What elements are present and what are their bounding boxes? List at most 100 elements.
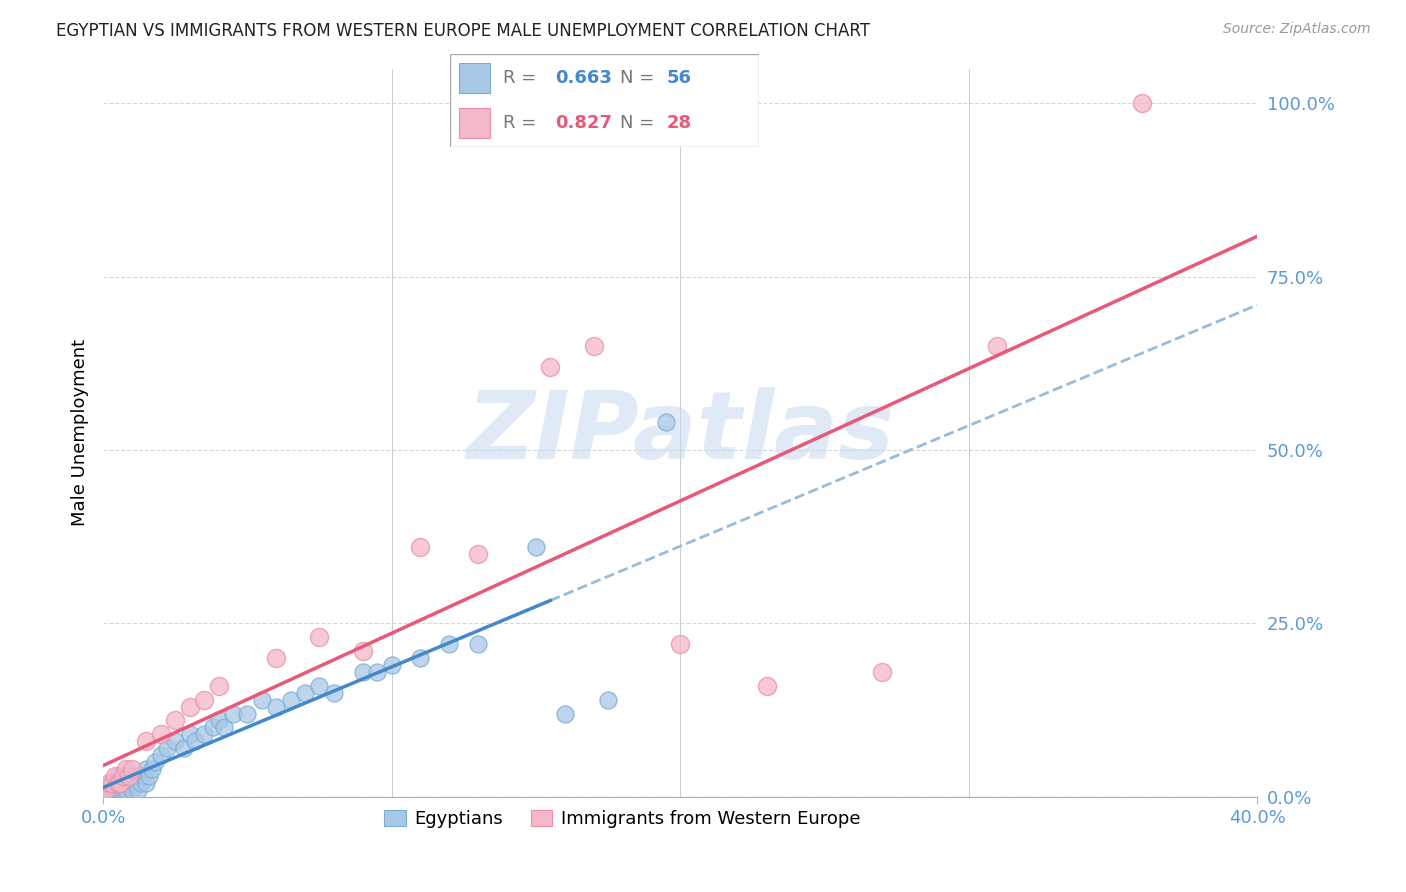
Point <box>179 727 201 741</box>
Point <box>173 741 195 756</box>
Point <box>352 644 374 658</box>
Point <box>115 762 138 776</box>
Point <box>409 540 432 554</box>
Point <box>107 782 129 797</box>
Text: R =: R = <box>502 69 541 87</box>
Text: N =: N = <box>620 69 659 87</box>
Text: 28: 28 <box>666 114 692 132</box>
Point <box>554 706 576 721</box>
Point <box>439 637 461 651</box>
Point <box>467 637 489 651</box>
Point <box>308 679 330 693</box>
Point <box>112 769 135 783</box>
Text: 0.663: 0.663 <box>555 69 612 87</box>
Point <box>141 762 163 776</box>
Point <box>155 741 177 756</box>
Point <box>127 769 149 783</box>
Point <box>129 776 152 790</box>
Point <box>308 630 330 644</box>
Point <box>110 776 132 790</box>
Point <box>101 776 124 790</box>
Point <box>97 776 120 790</box>
Point <box>352 665 374 679</box>
Point <box>135 776 157 790</box>
Point <box>118 769 141 783</box>
Point <box>107 769 129 783</box>
Point <box>1130 96 1153 111</box>
Point <box>115 776 138 790</box>
Point <box>121 782 143 797</box>
Text: ZIPatlas: ZIPatlas <box>465 386 894 479</box>
Point <box>467 547 489 561</box>
Point <box>149 748 172 763</box>
Point <box>165 714 187 728</box>
Point <box>193 692 215 706</box>
Point <box>264 651 287 665</box>
Point <box>132 769 155 783</box>
Point <box>250 692 273 706</box>
Point <box>121 769 143 783</box>
Point <box>322 686 344 700</box>
Point <box>149 727 172 741</box>
Point <box>201 720 224 734</box>
Point <box>538 359 561 374</box>
Text: N =: N = <box>620 114 659 132</box>
Point <box>264 699 287 714</box>
Point <box>112 782 135 797</box>
Point <box>104 782 127 797</box>
Point <box>193 727 215 741</box>
Point <box>94 782 117 797</box>
Point <box>184 734 207 748</box>
Point <box>121 762 143 776</box>
Text: R =: R = <box>502 114 541 132</box>
Point <box>101 782 124 797</box>
Point <box>165 734 187 748</box>
Y-axis label: Male Unemployment: Male Unemployment <box>72 339 89 526</box>
Point <box>582 339 605 353</box>
Point <box>207 714 229 728</box>
Point <box>596 692 619 706</box>
Text: Source: ZipAtlas.com: Source: ZipAtlas.com <box>1223 22 1371 37</box>
Point <box>138 769 160 783</box>
Point <box>755 679 778 693</box>
Text: 0.827: 0.827 <box>555 114 612 132</box>
Point <box>124 776 146 790</box>
Point <box>669 637 692 651</box>
Point <box>986 339 1008 353</box>
Point <box>118 776 141 790</box>
Point <box>107 776 129 790</box>
Point <box>143 755 166 769</box>
Point <box>179 699 201 714</box>
Point <box>366 665 388 679</box>
Point <box>222 706 245 721</box>
Point <box>110 782 132 797</box>
Point <box>294 686 316 700</box>
Point <box>94 782 117 797</box>
Bar <box>460 63 491 93</box>
Point <box>135 734 157 748</box>
Point <box>104 769 127 783</box>
Point <box>214 720 236 734</box>
Point <box>207 679 229 693</box>
Point <box>118 769 141 783</box>
Point <box>524 540 547 554</box>
Point <box>115 782 138 797</box>
Point <box>654 415 676 429</box>
Point <box>236 706 259 721</box>
Point <box>870 665 893 679</box>
Bar <box>460 108 491 138</box>
Point <box>101 776 124 790</box>
FancyBboxPatch shape <box>450 54 759 147</box>
Point <box>381 658 404 673</box>
Point <box>110 776 132 790</box>
Legend: Egyptians, Immigrants from Western Europe: Egyptians, Immigrants from Western Europ… <box>377 803 868 835</box>
Point <box>135 762 157 776</box>
Point <box>104 776 127 790</box>
Text: EGYPTIAN VS IMMIGRANTS FROM WESTERN EUROPE MALE UNEMPLOYMENT CORRELATION CHART: EGYPTIAN VS IMMIGRANTS FROM WESTERN EURO… <box>56 22 870 40</box>
Point <box>112 776 135 790</box>
Point <box>409 651 432 665</box>
Point <box>127 782 149 797</box>
Point <box>280 692 302 706</box>
Text: 56: 56 <box>666 69 692 87</box>
Point <box>97 782 120 797</box>
